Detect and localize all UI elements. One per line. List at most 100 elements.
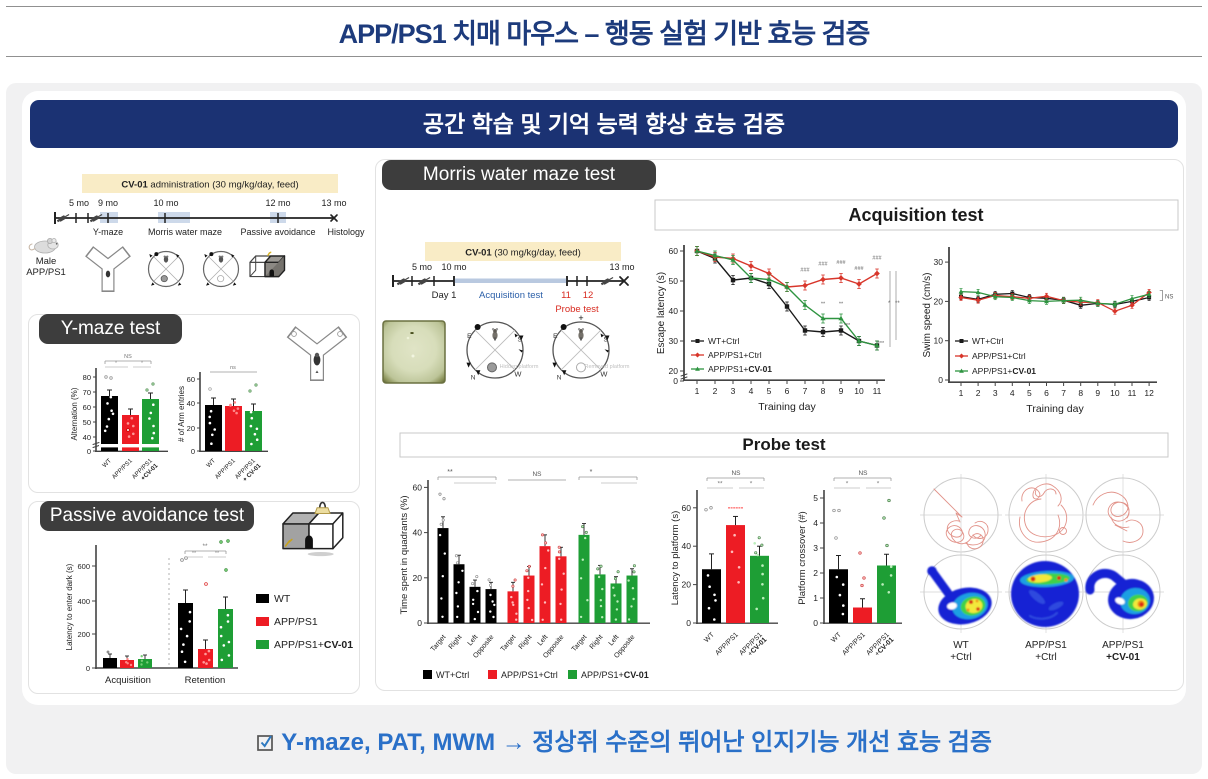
svg-text:30: 30	[669, 336, 679, 346]
svg-text:12: 12	[1144, 388, 1154, 398]
svg-text:N: N	[557, 374, 562, 381]
svg-text:*: *	[590, 469, 593, 476]
svg-text:WT: WT	[830, 631, 843, 644]
svg-text:Latency to platform (s): Latency to platform (s)	[670, 511, 681, 606]
svg-text:Target: Target	[500, 634, 518, 653]
svg-text:5: 5	[1027, 388, 1032, 398]
svg-text:E: E	[467, 333, 472, 340]
svg-text:60: 60	[682, 503, 692, 513]
svg-text:ns: ns	[230, 365, 236, 371]
svg-text:APP/PS1+Ctrl: APP/PS1+Ctrl	[708, 350, 762, 360]
svg-text:Right: Right	[589, 634, 605, 651]
svg-text:Left: Left	[467, 634, 480, 647]
svg-text:APP/PS1: APP/PS1	[714, 631, 740, 657]
svg-text:###: ###	[872, 256, 882, 262]
svg-text:+Ctrl: +Ctrl	[950, 652, 971, 663]
svg-text:WT+Ctrl: WT+Ctrl	[708, 336, 740, 346]
svg-text:WT: WT	[101, 457, 113, 469]
svg-text:600: 600	[77, 562, 90, 571]
svg-text:###: ###	[800, 268, 810, 274]
svg-text:3: 3	[731, 386, 736, 396]
svg-text:80: 80	[83, 373, 91, 382]
svg-text:*: *	[846, 481, 849, 488]
svg-text:###: ###	[854, 266, 864, 272]
svg-text:10 mo: 10 mo	[441, 262, 466, 272]
svg-text:50: 50	[83, 418, 91, 427]
svg-text:*: *	[877, 481, 880, 488]
svg-text:Time spent in quadrants (%): Time spent in quadrants (%)	[399, 496, 410, 615]
svg-text:20: 20	[413, 573, 423, 583]
svg-text:10 mo: 10 mo	[153, 198, 178, 208]
svg-text:0: 0	[417, 618, 422, 628]
svg-text:Morris water maze: Morris water maze	[148, 227, 222, 237]
svg-text:12 mo: 12 mo	[265, 198, 290, 208]
svg-text:NS: NS	[532, 471, 542, 478]
svg-text:2: 2	[713, 386, 718, 396]
svg-text:Acquisition: Acquisition	[105, 675, 151, 686]
svg-text:Target: Target	[571, 634, 589, 653]
svg-text:+CV-01: +CV-01	[1106, 652, 1140, 663]
svg-text:S: S	[603, 337, 608, 344]
svg-text:40: 40	[83, 433, 91, 442]
svg-text:4: 4	[749, 386, 754, 396]
svg-text:**: **	[447, 469, 453, 476]
svg-text:S: S	[517, 337, 522, 344]
svg-text:***: ***	[878, 341, 885, 347]
svg-text:2: 2	[813, 568, 818, 578]
svg-text:50: 50	[669, 276, 679, 286]
svg-text:CV-01 administration (30 mg/kg: CV-01 administration (30 mg/kg/day, feed…	[121, 180, 298, 191]
svg-text:0: 0	[938, 375, 943, 385]
svg-text:400: 400	[77, 597, 90, 606]
svg-text:WT: WT	[953, 640, 969, 651]
svg-text:10: 10	[934, 336, 944, 346]
svg-text:WT: WT	[274, 593, 291, 605]
svg-text:11: 11	[873, 386, 882, 396]
svg-text:###: ###	[818, 262, 828, 268]
svg-text:0: 0	[191, 447, 195, 456]
svg-text:3: 3	[813, 543, 818, 553]
svg-text:*: *	[115, 361, 118, 367]
svg-text:4: 4	[813, 518, 818, 528]
svg-text:6: 6	[785, 386, 790, 396]
svg-text:WT: WT	[205, 457, 217, 469]
svg-text:0: 0	[673, 376, 678, 386]
svg-text:10: 10	[1110, 388, 1120, 398]
svg-text:**: **	[717, 481, 723, 488]
svg-text:8: 8	[821, 386, 826, 396]
svg-text:1: 1	[813, 593, 818, 603]
svg-text:3: 3	[993, 388, 998, 398]
svg-text:7: 7	[1061, 388, 1066, 398]
svg-text:2: 2	[976, 388, 981, 398]
svg-text:40: 40	[413, 528, 423, 538]
svg-text:NS: NS	[124, 354, 132, 360]
svg-text:Male: Male	[36, 256, 57, 267]
svg-text:1: 1	[695, 386, 700, 396]
svg-text:60: 60	[413, 482, 423, 492]
svg-text:Histology: Histology	[327, 227, 365, 237]
svg-text:N: N	[471, 374, 476, 381]
svg-text:Latency to enter dark (s): Latency to enter dark (s)	[65, 563, 74, 650]
svg-text:20: 20	[669, 366, 679, 376]
svg-text:9 mo: 9 mo	[98, 198, 118, 208]
svg-text:13 mo: 13 mo	[609, 262, 634, 272]
svg-text:30: 30	[934, 257, 944, 267]
svg-text:###: ###	[836, 260, 846, 266]
svg-text:Acquisition test: Acquisition test	[848, 205, 983, 225]
svg-text:5: 5	[813, 493, 818, 503]
svg-text:W: W	[600, 370, 608, 379]
svg-text:**: **	[202, 543, 208, 550]
svg-text:APP/PS1+Ctrl: APP/PS1+Ctrl	[972, 351, 1026, 361]
svg-text:CV-01 (30 mg/kg/day, feed): CV-01 (30 mg/kg/day, feed)	[465, 248, 580, 259]
svg-text:Probe test: Probe test	[742, 435, 825, 454]
svg-text:Right: Right	[448, 634, 464, 651]
svg-text:Training day: Training day	[758, 401, 816, 413]
svg-text:Retention: Retention	[185, 675, 226, 686]
svg-text:0: 0	[86, 664, 90, 673]
svg-text:60: 60	[187, 375, 195, 384]
svg-text:Platform crossover (#): Platform crossover (#)	[797, 511, 808, 604]
svg-text:0: 0	[87, 447, 91, 456]
svg-text:Removed platform: Removed platform	[585, 364, 630, 370]
svg-text:200: 200	[77, 630, 90, 639]
svg-text:+: +	[578, 313, 583, 323]
svg-text:*: *	[750, 481, 753, 488]
